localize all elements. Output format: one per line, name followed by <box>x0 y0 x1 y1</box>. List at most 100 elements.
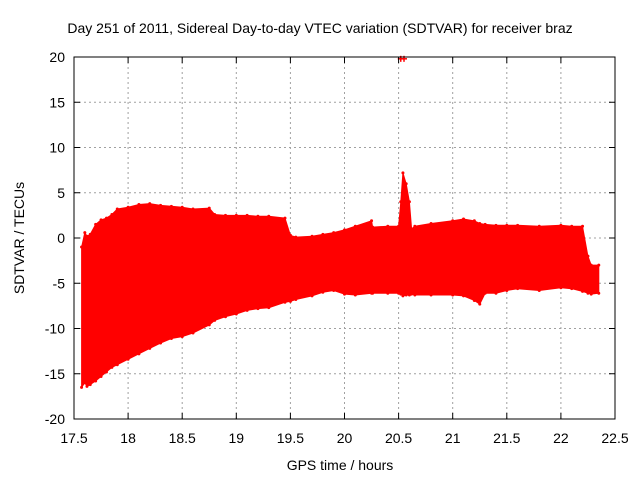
series-point-lower <box>371 291 375 295</box>
series-point-lower <box>191 331 195 335</box>
series-point-upper <box>581 224 585 228</box>
series-point-upper <box>589 263 593 267</box>
series-point-lower <box>472 298 476 302</box>
series-point-lower <box>410 292 414 296</box>
series-point-upper <box>483 222 487 226</box>
data-layer <box>80 55 601 389</box>
series-point-lower <box>516 287 520 291</box>
series-point-upper <box>429 222 433 226</box>
x-tick-label: 22 <box>553 430 569 446</box>
series-point-upper <box>169 204 173 208</box>
series-point-lower <box>589 292 593 296</box>
series-point-upper <box>559 223 563 227</box>
series-point-upper <box>267 214 271 218</box>
series-point-lower <box>234 312 238 316</box>
series-point-lower <box>110 365 114 369</box>
series-point-upper <box>410 227 414 231</box>
series-point-lower <box>451 293 455 297</box>
series-point-upper <box>85 234 89 238</box>
series-point-lower <box>413 293 417 297</box>
series-point-lower <box>94 379 98 383</box>
x-tick-label: 21 <box>445 430 461 446</box>
series-point-lower <box>294 298 298 302</box>
series-point-lower <box>88 383 92 387</box>
series-point-upper <box>494 223 498 227</box>
x-tick-label: 19.5 <box>277 430 304 446</box>
series-point-lower <box>404 293 408 297</box>
series-point-lower <box>137 352 141 356</box>
series-point-upper <box>321 232 325 236</box>
series-point-lower <box>283 300 287 304</box>
series-point-lower <box>126 357 130 361</box>
series-point-lower <box>343 292 346 296</box>
series-point-upper <box>180 205 184 209</box>
series-point-lower <box>207 323 211 327</box>
series-point-upper <box>191 207 195 211</box>
series-point-upper <box>137 203 141 207</box>
series-point-upper <box>343 228 346 232</box>
series-point-lower <box>429 293 433 297</box>
series-point-upper <box>332 231 336 235</box>
y-tick-label: -5 <box>53 275 66 291</box>
y-tick-label: 10 <box>49 140 65 156</box>
series-point-upper <box>570 224 574 228</box>
series-point-upper <box>516 223 520 227</box>
series-point-upper <box>505 223 509 227</box>
x-tick-label: 18 <box>120 430 136 446</box>
x-tick-label: 17.5 <box>60 430 87 446</box>
x-tick-label: 20 <box>337 430 353 446</box>
series-point-upper <box>88 232 92 236</box>
series-point-upper <box>472 219 476 223</box>
series-point-lower <box>401 294 405 298</box>
series-point-upper <box>310 234 314 238</box>
series-point-lower <box>223 315 227 319</box>
x-tick-label: 18.5 <box>169 430 196 446</box>
series-point-upper <box>370 219 374 223</box>
series-point-lower <box>85 384 89 388</box>
y-axis-label: SDTVAR / TECUs <box>11 181 27 295</box>
series-point-upper <box>245 213 249 217</box>
series-point-upper <box>223 213 227 217</box>
series-point-lower <box>494 291 498 295</box>
x-tick-label: 20.5 <box>385 430 412 446</box>
series-point-upper <box>397 224 401 228</box>
series-point-upper <box>94 222 98 226</box>
x-tick-label: 21.5 <box>493 430 520 446</box>
series-point-upper <box>256 214 260 218</box>
series-point-upper <box>110 212 114 216</box>
series-point-upper <box>207 206 211 210</box>
series-point-upper <box>294 235 298 239</box>
series-point-upper <box>104 216 108 220</box>
series-point-upper <box>234 213 238 217</box>
series-point-lower <box>267 306 271 310</box>
series-point-upper <box>597 263 601 267</box>
series-point-upper <box>80 245 84 249</box>
series-point-upper <box>283 216 287 220</box>
series-point-upper <box>462 217 466 221</box>
series-point-lower <box>597 291 601 295</box>
series-point-lower <box>581 289 585 293</box>
series-point-lower <box>570 287 574 291</box>
series-point-lower <box>462 294 466 298</box>
series-point-upper <box>407 200 411 204</box>
series-point-upper <box>404 182 408 186</box>
series-point-lower <box>399 292 403 296</box>
series-point-lower <box>83 381 87 385</box>
series-point-upper <box>353 224 357 228</box>
series-point-lower <box>180 335 184 339</box>
series-point-upper <box>126 205 130 209</box>
series-point-upper <box>288 233 292 237</box>
series-point-upper <box>451 219 455 223</box>
y-tick-label: 15 <box>49 94 65 110</box>
series-point-lower <box>559 286 563 290</box>
series-point-upper <box>401 171 405 175</box>
series-point-lower <box>169 336 173 340</box>
series-point-upper <box>478 222 482 226</box>
series-point-lower <box>104 370 108 374</box>
series-point-upper <box>83 231 87 235</box>
series-point-upper <box>159 203 163 207</box>
series-point-upper <box>99 218 103 222</box>
series-point-lower <box>321 290 325 294</box>
series-point-lower <box>99 374 103 378</box>
